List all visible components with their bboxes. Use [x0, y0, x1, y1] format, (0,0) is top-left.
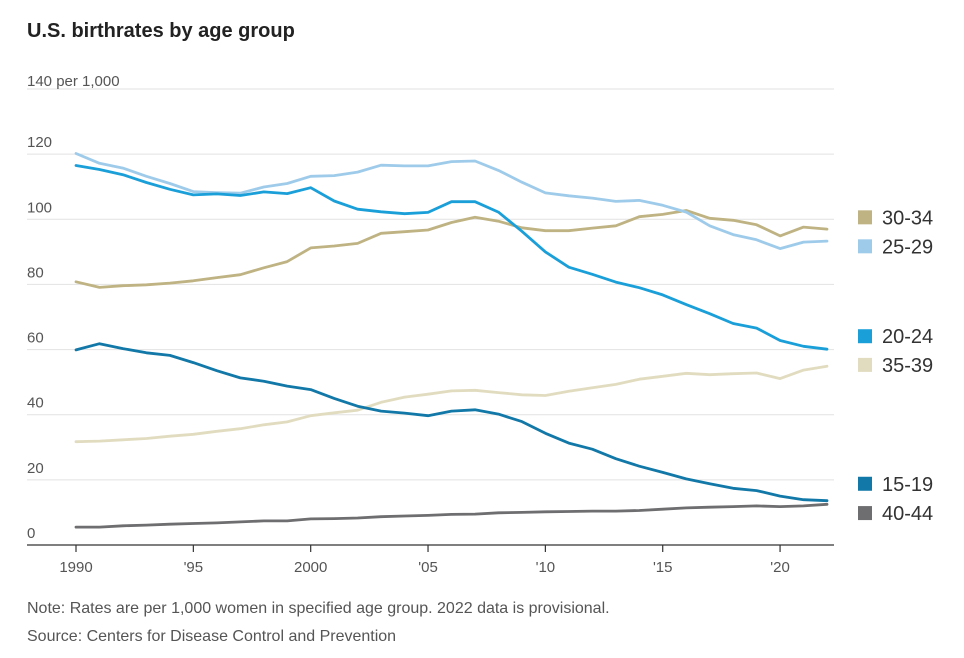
series-lines [74, 152, 829, 529]
chart-title: U.S. birthrates by age group [27, 20, 295, 42]
x-tick-label: '05 [418, 559, 438, 576]
x-tick-label: 1990 [59, 559, 92, 576]
y-tick-label: 100 [27, 199, 52, 216]
y-axis-unit-label: 140 per 1,000 [27, 73, 120, 90]
series-line-15-19 [74, 342, 829, 503]
legend: 30-34 25-29 20-24 35-39 15-19 40-44 [858, 207, 933, 525]
y-tick-label: 20 [27, 460, 44, 477]
legend-label-25-29: 25-29 [882, 236, 933, 258]
legend-swatch-25-29 [858, 239, 872, 254]
x-tick-label: '20 [770, 559, 790, 576]
y-axis-ticks: 0 20 40 60 80 100 120 [27, 134, 52, 542]
x-tick-label: '95 [184, 559, 204, 576]
x-tick-label: 2000 [294, 559, 327, 576]
legend-swatch-20-24 [858, 329, 872, 344]
series-line-25-29 [74, 152, 829, 251]
series-line-30-34 [74, 209, 829, 289]
legend-label-40-44: 40-44 [882, 503, 933, 525]
x-tick-label: '10 [536, 559, 556, 576]
y-tick-label: 40 [27, 395, 44, 412]
x-axis-ticks: 1990 '95 2000 '05 '10 '15 '20 [59, 545, 790, 576]
legend-label-30-34: 30-34 [882, 207, 933, 229]
legend-swatch-35-39 [858, 357, 872, 372]
series-line-40-44 [74, 502, 829, 529]
legend-label-20-24: 20-24 [882, 326, 933, 348]
y-tick-label: 60 [27, 330, 44, 347]
y-tick-label: 0 [27, 525, 35, 542]
legend-swatch-30-34 [858, 210, 872, 225]
legend-label-15-19: 15-19 [882, 474, 933, 496]
footnote: Note: Rates are per 1,000 women in speci… [27, 600, 610, 617]
legend-swatch-40-44 [858, 506, 872, 521]
source-note: Source: Centers for Disease Control and … [27, 628, 397, 645]
x-tick-label: '15 [653, 559, 673, 576]
y-tick-label: 120 [27, 134, 52, 151]
series-line-20-24 [74, 164, 829, 351]
legend-label-35-39: 35-39 [882, 355, 933, 377]
y-tick-label: 80 [27, 264, 44, 281]
series-line-35-39 [74, 364, 829, 444]
legend-swatch-15-19 [858, 476, 872, 491]
